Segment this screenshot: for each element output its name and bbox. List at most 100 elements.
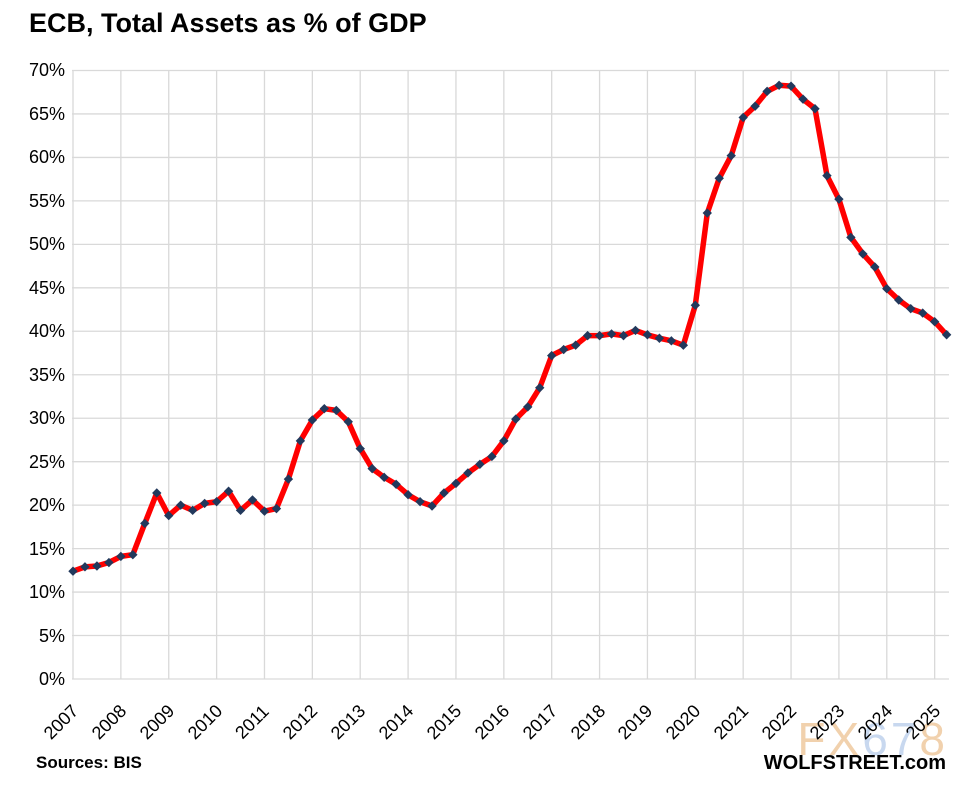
data-point-marker [295,436,306,446]
watermark-letter: 6 [862,713,891,765]
data-point-marker [451,478,461,489]
data-point-marker [906,303,916,314]
data-point-marker [104,557,114,568]
data-point-marker [726,150,736,161]
data-point-marker [176,500,186,510]
y-tick-label: 50% [28,234,65,255]
data-point-marker [403,490,413,500]
data-point-marker [331,405,341,416]
y-tick-label: 25% [28,451,65,472]
data-point-marker [738,112,748,123]
y-tick-label: 10% [28,582,65,603]
branding: WOLFSTREET.com [763,752,946,774]
data-point-marker [355,443,365,454]
y-tick-label: 70% [28,60,65,81]
data-point-marker [499,436,509,446]
data-point-marker [247,495,258,505]
data-point-marker [630,325,641,336]
data-point-marker [654,333,665,343]
data-point-marker [271,503,282,514]
data-point-marker [164,510,174,521]
data-point-marker [116,551,126,562]
data-point-marker [594,330,605,341]
y-tick-label: 5% [38,625,65,646]
data-point-marker [379,472,389,483]
data-point-marker [283,474,294,484]
data-point-marker [307,415,318,425]
data-point-marker [618,330,629,341]
chart-title: ECB, Total Assets as % of GDP [29,8,427,38]
y-tick-label: 35% [28,364,65,385]
data-point-marker [786,81,796,91]
data-point-marker [929,317,940,327]
data-point-marker [834,194,844,204]
data-point-marker [68,566,78,576]
data-point-marker [582,330,593,341]
y-tick-label: 30% [28,408,65,429]
watermark-letter: X [828,713,863,765]
data-point-marker [882,283,892,294]
data-point-marker [558,344,569,355]
data-point-marker [211,496,222,507]
data-point-marker [92,561,102,571]
y-tick-label: 0% [38,669,65,689]
data-point-marker [846,232,856,243]
data-point-marker [941,330,952,340]
data-point-marker [547,350,557,361]
data-point-marker [128,549,138,560]
data-point-marker [391,479,401,489]
y-tick-label: 15% [28,538,65,559]
data-point-marker [187,505,198,516]
watermark-letter: 8 [919,713,948,765]
data-point-marker [415,496,425,507]
data-point-marker [199,498,210,509]
data-point-marker [487,451,497,462]
data-point-marker [606,329,617,339]
data-point-marker [80,562,90,572]
data-point-marker [259,506,270,516]
data-point-marker [427,501,437,511]
y-tick-label: 40% [28,321,65,342]
data-point-marker [774,80,784,90]
data-point-marker [642,330,653,340]
watermark-letter: F [797,713,829,765]
data-point-marker [702,208,712,218]
data-point-marker [367,463,377,474]
data-point-marker [439,488,449,498]
data-point-marker [798,94,808,104]
y-tick-label: 60% [28,147,65,168]
y-tick-label: 55% [28,190,65,211]
data-point-marker [690,300,701,310]
data-point-marker [762,86,772,97]
data-point-marker [463,468,473,478]
data-point-marker [810,104,820,114]
data-point-marker [570,340,581,350]
data-point-marker [140,518,150,529]
data-point-marker [750,101,760,111]
y-tick-label: 20% [28,495,65,516]
data-line [70,82,950,574]
data-point-marker [666,336,677,346]
data-point-marker [152,488,162,498]
y-tick-label: 45% [28,277,65,298]
data-point-marker [822,170,832,181]
data-point-marker [319,403,330,414]
data-point-marker [511,414,521,424]
y-tick-label: 65% [28,103,65,124]
data-point-marker [535,383,545,393]
data-point-marker [870,262,880,272]
data-point-marker [714,173,724,183]
data-point-marker [894,295,904,305]
watermark: FX678 [797,716,948,762]
data-point-marker [235,505,246,516]
source-note: Sources: BIS [36,753,142,772]
data-point-marker [858,249,868,259]
data-point-marker [917,308,928,318]
watermark-letter: 7 [890,713,920,765]
data-point-marker [343,416,353,427]
data-point-marker [678,340,689,350]
data-point-marker [475,459,485,469]
data-point-marker [223,486,234,496]
